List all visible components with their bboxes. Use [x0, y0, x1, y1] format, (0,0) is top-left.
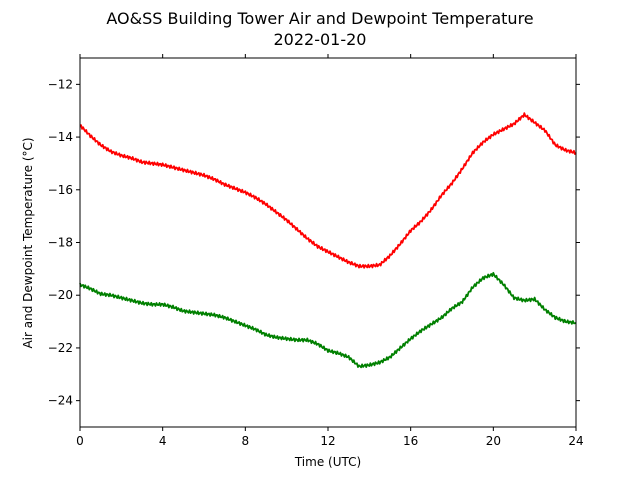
y-tick-label-2: −20 [48, 288, 73, 302]
x-tick-label-4: 16 [403, 434, 418, 448]
y-tick-label-5: −14 [48, 130, 73, 144]
series-layer [79, 112, 577, 369]
series-line-1 [79, 271, 577, 369]
x-axis-label: Time (UTC) [294, 455, 361, 469]
y-axis-label: Air and Dewpoint Temperature (°C) [21, 137, 35, 348]
plot-frame [79, 57, 577, 428]
x-tick-label-1: 4 [159, 434, 167, 448]
chart-subtitle: 2022-01-20 [274, 30, 367, 49]
x-tick-label-0: 0 [76, 434, 84, 448]
y-tick-label-1: −22 [48, 341, 73, 355]
x-tick-label-2: 8 [242, 434, 250, 448]
y-tick-label-3: −18 [48, 236, 73, 250]
y-tick-label-0: −24 [48, 394, 73, 408]
x-tick-label-3: 12 [320, 434, 335, 448]
y-tick-label-4: −16 [48, 183, 73, 197]
y-tick-label-6: −12 [48, 77, 73, 91]
x-tick-label-5: 20 [486, 434, 501, 448]
chart-title: AO&SS Building Tower Air and Dewpoint Te… [106, 9, 533, 28]
series-line-0 [79, 112, 577, 269]
ticks-layer: 0 4 8 12 16 20 24 −24 −22 −20 −18 −16 −14 −12 [48, 54, 584, 448]
x-tick-label-6: 24 [568, 434, 583, 448]
